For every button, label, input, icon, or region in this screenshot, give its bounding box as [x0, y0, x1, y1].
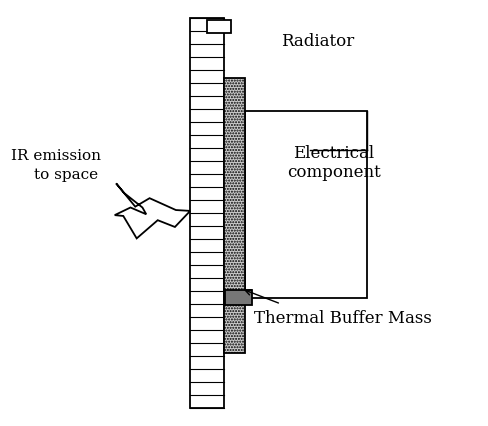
Text: Thermal Buffer Mass: Thermal Buffer Mass	[254, 310, 432, 327]
Text: component: component	[287, 164, 381, 181]
Bar	[190, 18, 224, 408]
Bar	[224, 78, 245, 353]
Bar	[224, 290, 252, 305]
Text: to space: to space	[34, 168, 98, 182]
Bar	[207, 20, 231, 33]
Text: Radiator: Radiator	[281, 33, 354, 50]
Bar	[190, 18, 224, 408]
Text: IR emission: IR emission	[11, 149, 102, 163]
Bar	[245, 112, 367, 298]
Text: Electrical: Electrical	[293, 145, 374, 162]
Bar	[224, 78, 245, 353]
Polygon shape	[115, 183, 190, 239]
